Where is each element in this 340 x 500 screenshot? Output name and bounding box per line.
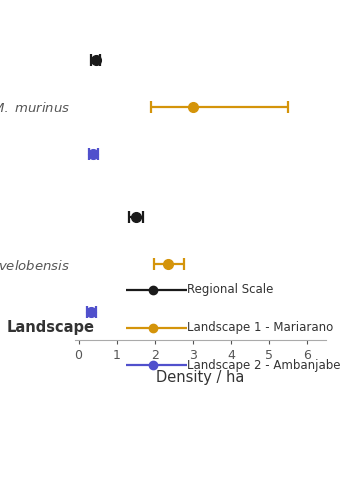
- Text: Landscape 1 - Mariarano: Landscape 1 - Mariarano: [187, 321, 333, 334]
- Text: Landscape: Landscape: [7, 320, 95, 335]
- Text: Landscape 2 - Ambanjabe: Landscape 2 - Ambanjabe: [187, 358, 340, 372]
- Text: Regional Scale: Regional Scale: [187, 284, 273, 296]
- X-axis label: Density / ha: Density / ha: [156, 370, 245, 386]
